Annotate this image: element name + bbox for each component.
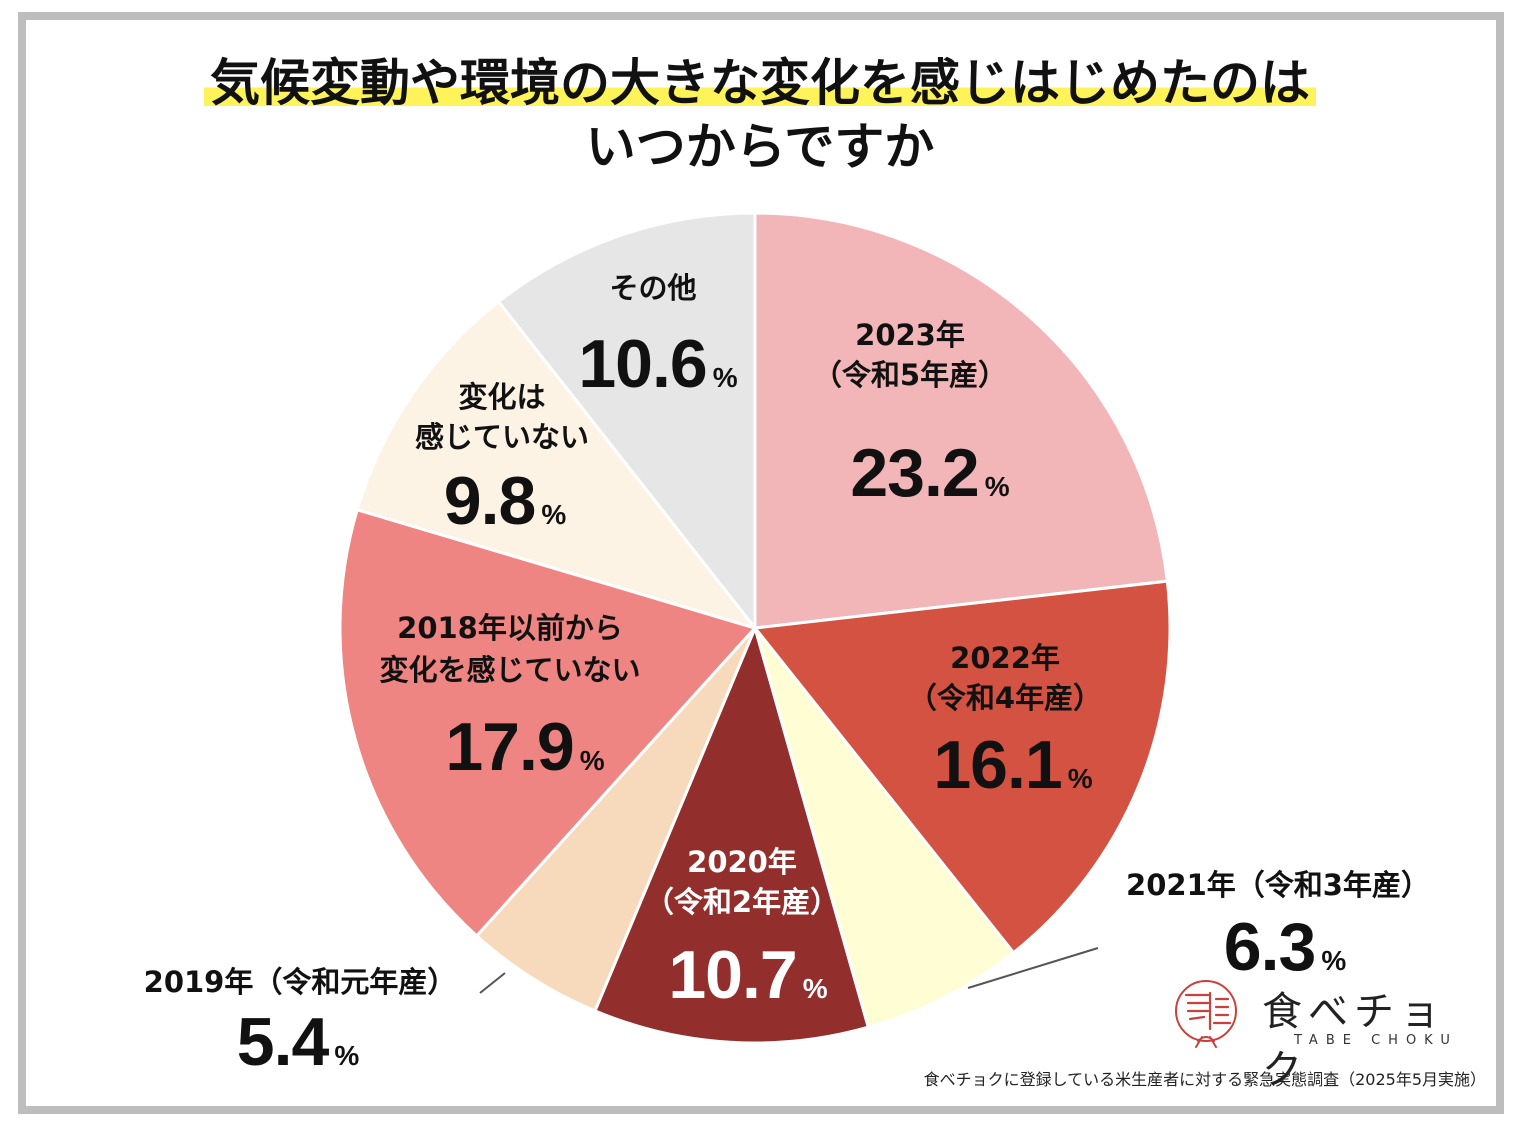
label-2019: 2019年（令和元年産） — [144, 965, 457, 999]
value-2022: 16.1% — [933, 727, 1092, 803]
value-2023: 23.2% — [850, 435, 1009, 511]
slice-label-other: その他 10.6% — [578, 271, 737, 402]
logo-subtext: TABE CHOKU — [1294, 1033, 1458, 1048]
value-2019: 5.4% — [237, 1004, 360, 1080]
slice-no-change — [355, 299, 760, 631]
slice-label-2018: 2018年以前から 変化を感じていない 17.9% — [379, 611, 640, 785]
tabechoku-logo-mark-icon — [1175, 980, 1237, 1048]
label-2023-crop: （令和5年産） — [813, 358, 1007, 392]
slice-2018-or-earlier — [338, 507, 758, 938]
value-2020: 10.7% — [668, 937, 827, 1013]
slice-2020 — [593, 623, 871, 1045]
slice-label-2022: 2022年 （令和4年産） 16.1% — [908, 641, 1102, 803]
slice-2021 — [753, 627, 1016, 1030]
value-no-change: 9.8% — [444, 463, 567, 539]
label-2018-line2: 変化を感じていない — [379, 653, 640, 687]
value-2021: 6.3% — [1224, 909, 1347, 985]
slice-other — [496, 211, 757, 633]
logo-text: 食べチョク — [1262, 989, 1446, 1093]
tabechoku-logo: 食べチョク TABE CHOKU — [1168, 975, 1468, 1093]
slice-label-2021: 2021年（令和3年産） 6.3% — [1126, 868, 1430, 985]
label-no-change-line2: 感じていない — [415, 420, 589, 454]
slice-label-2019: 2019年（令和元年産） 5.4% — [144, 965, 457, 1080]
slice-2019 — [474, 626, 757, 1013]
slice-label-2023: 2023年 （令和5年産） 23.2% — [813, 318, 1010, 511]
label-2022-crop: （令和4年産） — [908, 681, 1102, 715]
label-2020-year: 2020年 — [687, 845, 797, 879]
value-other: 10.6% — [578, 326, 737, 402]
slice-2023 — [753, 211, 1170, 630]
label-other: その他 — [609, 271, 696, 305]
source-note: 食べチョクに登録している米生産者に対する緊急実態調査（2025年5月実施） — [923, 1070, 1486, 1089]
label-2018-line1: 2018年以前から — [397, 611, 623, 645]
value-2018: 17.9% — [445, 709, 604, 785]
leader-line-2019 — [479, 972, 506, 994]
label-2020-crop: （令和2年産） — [645, 885, 839, 919]
slice-label-no-change: 変化は 感じていない 9.8% — [415, 380, 589, 539]
chart-title-line2: いつからですか — [585, 118, 935, 176]
label-2023-year: 2023年 — [855, 318, 965, 352]
label-no-change-line1: 変化は — [458, 380, 545, 414]
leader-line-2021 — [967, 947, 1099, 989]
pie-slices — [338, 211, 1172, 1045]
chart-title-line1: 気候変動や環境の大きな変化を感じはじめたのは — [0, 54, 1520, 112]
label-2021: 2021年（令和3年産） — [1126, 868, 1430, 902]
label-2022-year: 2022年 — [950, 641, 1060, 675]
slice-2022 — [752, 579, 1172, 955]
slice-label-2020: 2020年 （令和2年産） 10.7% — [645, 845, 839, 1013]
